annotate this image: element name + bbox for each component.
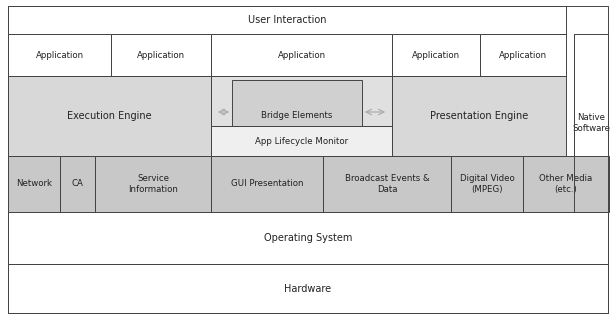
Bar [8, 76, 211, 156]
Bar [8, 212, 608, 264]
Text: App Lifecycle Monitor: App Lifecycle Monitor [255, 137, 348, 145]
Text: GUI Presentation: GUI Presentation [231, 180, 303, 189]
Text: Broadcast Events &
Data: Broadcast Events & Data [345, 174, 429, 194]
Bar [523, 156, 609, 212]
Bar [392, 34, 480, 76]
Bar [8, 264, 608, 313]
Bar [111, 34, 211, 76]
Bar [211, 34, 392, 76]
Bar [8, 6, 566, 34]
Bar [211, 76, 392, 156]
Bar [8, 34, 111, 76]
Bar [8, 212, 608, 264]
Text: Application: Application [499, 50, 547, 60]
Text: User Interaction: User Interaction [248, 15, 326, 25]
Text: Application: Application [412, 50, 460, 60]
Bar [323, 156, 451, 212]
Bar [60, 156, 95, 212]
Bar [232, 80, 362, 152]
Bar [8, 6, 608, 212]
Bar [95, 156, 211, 212]
Bar [8, 156, 60, 212]
Text: Presentation Engine: Presentation Engine [430, 111, 528, 121]
Text: Application: Application [36, 50, 84, 60]
Bar [8, 264, 608, 313]
Text: Operating System: Operating System [264, 233, 352, 243]
Text: Other Media
(etc.): Other Media (etc.) [540, 174, 593, 194]
Bar [392, 76, 566, 156]
Bar [451, 156, 523, 212]
Bar [480, 34, 566, 76]
Bar [8, 156, 566, 212]
Text: Execution Engine: Execution Engine [67, 111, 152, 121]
Text: Service
Information: Service Information [128, 174, 178, 194]
Text: Hardware: Hardware [285, 284, 331, 293]
Text: Network: Network [16, 180, 52, 189]
Text: Native
Software: Native Software [572, 113, 610, 133]
Text: Bridge Elements: Bridge Elements [261, 112, 333, 121]
Bar [574, 34, 608, 212]
Bar [211, 126, 392, 156]
Text: CA: CA [71, 180, 83, 189]
Bar [211, 156, 323, 212]
Text: Digital Video
(MPEG): Digital Video (MPEG) [460, 174, 514, 194]
Text: Application: Application [137, 50, 185, 60]
Text: Application: Application [277, 50, 326, 60]
